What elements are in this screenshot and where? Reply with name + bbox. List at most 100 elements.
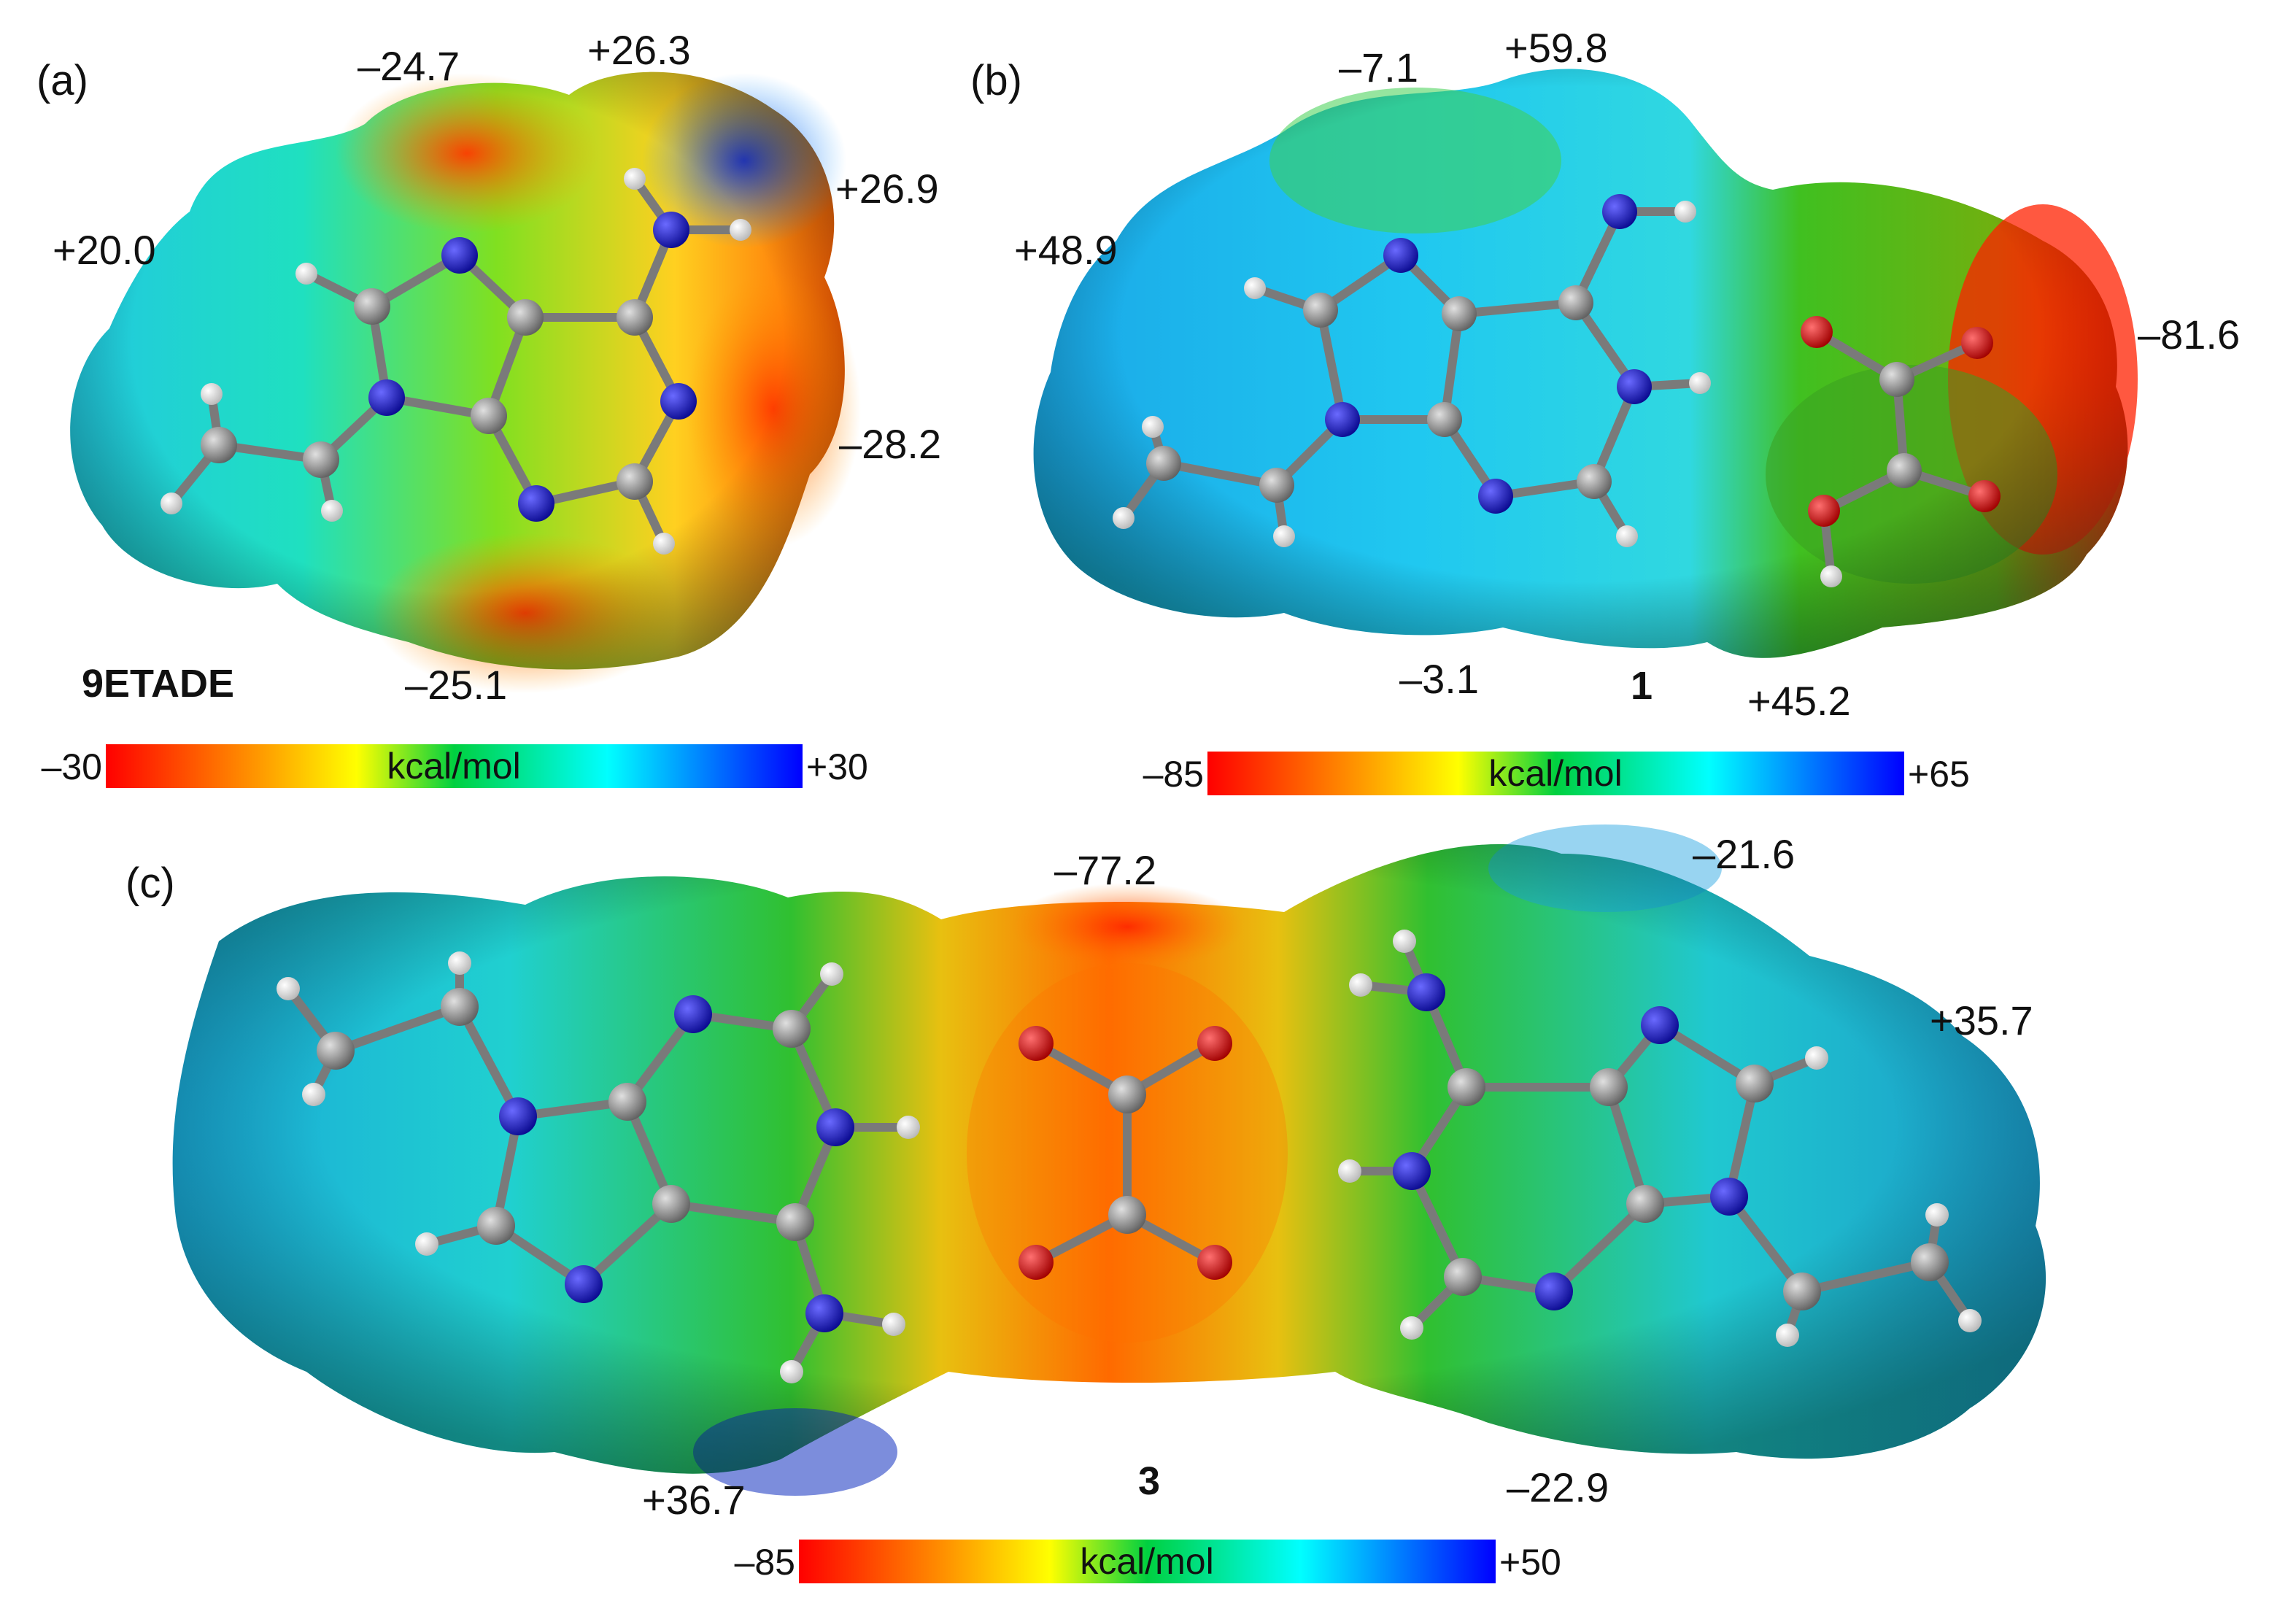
esp-value: +36.7 [642, 1477, 746, 1523]
colorbar-c: –85 kcal/mol +50 [735, 1540, 1561, 1583]
esp-value: –22.9 [1507, 1464, 1609, 1510]
carbon-atom [317, 1032, 355, 1070]
hydrogen-atom [448, 951, 471, 975]
hydrogen-atom [1393, 930, 1416, 953]
carbon-atom [1590, 1068, 1628, 1106]
compound-label: 3 [1138, 1459, 1160, 1503]
carbon-atom [201, 427, 237, 463]
esp-value: +35.7 [1930, 997, 2033, 1043]
colorbar-unit: kcal/mol [1080, 1541, 1213, 1582]
carbon-atom [1303, 293, 1338, 328]
hydrogen-atom [1674, 201, 1696, 223]
nitrogen-atom [565, 1265, 603, 1303]
hydrogen-atom [1273, 525, 1295, 547]
nitrogen-atom [518, 485, 554, 522]
carbon-atom [354, 288, 390, 325]
hydrogen-atom [624, 168, 646, 190]
esp-value: –7.1 [1339, 45, 1418, 90]
hydrogen-atom [415, 1232, 438, 1256]
carbon-atom [1447, 1068, 1485, 1106]
hydrogen-atom [1244, 277, 1266, 299]
carbon-atom [1887, 453, 1922, 488]
carbon-atom [1442, 296, 1477, 331]
colorbar-min: –85 [1143, 754, 1204, 795]
hydrogen-atom [1776, 1324, 1799, 1347]
oxygen-atom [1801, 316, 1833, 348]
nitrogen-atom [1325, 402, 1360, 437]
esp-value: +59.8 [1504, 25, 1608, 71]
colorbar-a: –30 kcal/mol +30 [42, 744, 868, 788]
oxygen-atom [1018, 1026, 1054, 1061]
hydrogen-atom [1958, 1309, 1982, 1332]
carbon-atom [1911, 1243, 1949, 1281]
hydrogen-atom [1338, 1159, 1361, 1183]
carbon-atom [1108, 1196, 1146, 1234]
carbon-atom [616, 463, 653, 500]
colorbar-min: –85 [735, 1542, 795, 1583]
oxygen-atom [1197, 1245, 1232, 1280]
hydrogen-atom [201, 383, 223, 405]
panel-b: (b) [970, 25, 2240, 795]
oxygen-atom [1018, 1245, 1054, 1280]
colorbar-max: +50 [1499, 1542, 1561, 1583]
hydrogen-atom [277, 977, 300, 1000]
hydrogen-atom [1400, 1316, 1423, 1340]
hydrogen-atom [302, 1083, 325, 1106]
esp-value: +20.0 [53, 227, 156, 273]
hydrogen-atom [1805, 1046, 1828, 1070]
carbon-atom [616, 299, 653, 336]
panel-b-letter: (b) [970, 57, 1022, 104]
compound-label: 9ETADE [82, 662, 234, 706]
colorbar-min: –30 [42, 746, 102, 787]
carbon-atom [1783, 1273, 1821, 1310]
carbon-atom [773, 1010, 811, 1048]
hydrogen-atom [897, 1116, 920, 1139]
esp-surface-c [172, 824, 2046, 1496]
panel-a: (a) [36, 27, 941, 788]
panel-c-letter: (c) [125, 860, 175, 907]
hydrogen-atom [820, 962, 843, 986]
nitrogen-atom [674, 995, 712, 1033]
carbon-atom [1427, 402, 1462, 437]
colorbar-unit: kcal/mol [1488, 753, 1622, 794]
carbon-atom [1577, 464, 1612, 499]
hydrogen-atom [1689, 372, 1711, 394]
nitrogen-atom [1407, 973, 1445, 1011]
hydrogen-atom [1142, 416, 1164, 438]
carbon-atom [471, 398, 507, 434]
esp-surface-b [1033, 69, 2138, 658]
nitrogen-atom [660, 383, 697, 420]
nitrogen-atom [1710, 1178, 1748, 1216]
molecule-c [277, 930, 1982, 1383]
hydrogen-atom [882, 1313, 905, 1336]
nitrogen-atom [1617, 369, 1652, 404]
panel-c: (c) [125, 824, 2046, 1583]
esp-value: –81.6 [2138, 312, 2240, 358]
hydrogen-atom [730, 219, 751, 241]
esp-value: –3.1 [1399, 656, 1479, 702]
esp-value: +45.2 [1747, 678, 1851, 724]
oxygen-atom [1968, 480, 2001, 512]
carbon-atom [1879, 362, 1914, 397]
carbon-atom [776, 1203, 814, 1241]
panel-a-letter: (a) [36, 57, 88, 104]
hydrogen-atom [653, 533, 675, 555]
nitrogen-atom [805, 1294, 843, 1332]
nitrogen-atom [1478, 479, 1513, 514]
colorbar-unit: kcal/mol [387, 746, 520, 787]
nitrogen-atom [653, 212, 689, 248]
carbon-atom [1626, 1185, 1664, 1223]
nitrogen-atom [441, 237, 478, 274]
molecule-a [161, 168, 751, 555]
hydrogen-atom [1616, 525, 1638, 547]
carbon-atom [1558, 285, 1593, 320]
hydrogen-atom [780, 1360, 803, 1383]
molecule-b [1113, 194, 2001, 587]
nitrogen-atom [1535, 1273, 1573, 1310]
colorbar-b: –85 kcal/mol +65 [1143, 752, 1970, 795]
esp-value: +48.9 [1014, 227, 1118, 273]
nitrogen-atom [816, 1108, 854, 1146]
esp-value: +26.9 [835, 166, 939, 212]
hydrogen-atom [295, 263, 317, 285]
